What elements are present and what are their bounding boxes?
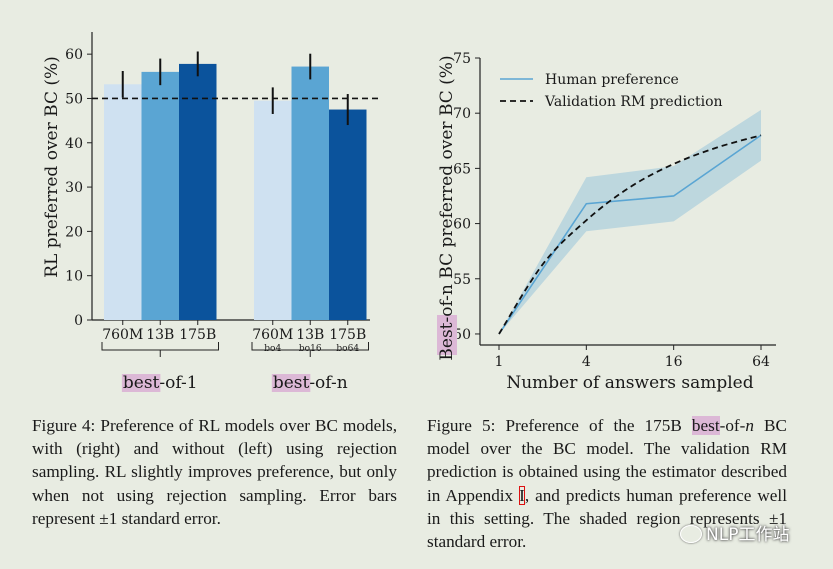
fig4-x-tick-label: 13B — [146, 327, 174, 343]
fig4-x-tick-sublabel: bo16 — [299, 344, 322, 354]
cap5-post: BC model over the BC model. The validati… — [427, 416, 787, 505]
fig4-bar — [104, 84, 142, 320]
fig5-legend: Human preference Validation RM prediction — [500, 72, 723, 110]
fig4-y-tick-label: 50 — [65, 91, 83, 107]
fig5-x-tick-label: 64 — [752, 354, 770, 370]
figure-4-caption: Figure 4: Preference of RL models over B… — [32, 416, 397, 528]
cap5-end: , and predicts human preference well in … — [427, 485, 787, 552]
fig4-y-tick-label: 60 — [65, 47, 83, 63]
fig4-y-tick-label: 10 — [65, 269, 83, 285]
watermark: NLP工作站 — [680, 520, 789, 545]
fig4-group-label-highlight: best — [273, 373, 310, 393]
fig5-y-tick-label: 50 — [453, 327, 471, 343]
fig4-x-tick-label: 760M — [102, 327, 143, 343]
fig4-bar — [291, 66, 329, 320]
fig4-x-tick-label: 175B — [179, 327, 216, 343]
fig4-y-tick-label: 20 — [65, 224, 83, 240]
fig4-x-tick-sublabel: bo4 — [264, 344, 281, 354]
fig5-series-human-preference — [498, 134, 762, 335]
fig5-series-validation-rm — [498, 134, 762, 335]
fig5-y-axis-label-rest: -of-n BC preferred over BC (%) — [437, 55, 457, 322]
fig4-group-label: best-of-1 — [123, 373, 198, 393]
fig5-x-axis-label: Number of answers sampled — [506, 373, 753, 393]
fig4-y-axis-label: RL preferred over BC (%) — [42, 56, 62, 278]
fig4-group-label-highlight: best — [123, 373, 160, 393]
fig4-y-tick-label: 30 — [65, 180, 83, 196]
cap5-mid: -of- — [719, 416, 746, 435]
fig5-y-axis-label: Best-of-n BC preferred over BC (%) — [437, 55, 457, 361]
fig5-confidence-band — [499, 109, 761, 334]
cap5-highlight: best — [691, 416, 720, 435]
fig4-x-tick-label: 13B — [296, 327, 324, 343]
figure-5-line-chart: 50 55 60 65 70 75 1 4 16 64 Human preference Valid… — [437, 51, 776, 393]
fig4-x-tick-sublabel: bo64 — [336, 344, 359, 354]
svg-text:Best-of-n BC preferred over BC: Best-of-n BC preferred over BC (%) — [437, 55, 457, 360]
fig5-x-tick-label: 16 — [665, 354, 683, 370]
cap5-n: n — [745, 416, 754, 435]
fig4-bar — [141, 71, 179, 320]
fig4-bar — [254, 100, 292, 320]
fig4-group-label-highlight-bg — [271, 374, 311, 392]
fig5-y-axis-label-highlight — [437, 315, 457, 355]
fig4-group-label-rest: -of-n — [309, 373, 347, 393]
fig4-group-label-rest: -of-1 — [159, 373, 197, 393]
fig4-group-label: best-of-n — [273, 373, 348, 393]
figure-5-caption: Figure 5: Preference of the 175B best-of… — [427, 414, 787, 553]
fig4-bar — [179, 63, 217, 320]
fig5-legend-label: Human preference — [545, 72, 679, 88]
wechat-icon — [680, 525, 702, 543]
fig5-y-tick-label: 65 — [453, 161, 471, 177]
fig4-group-bracket — [101, 342, 219, 351]
cap5-pre: Figure 5: Preference of the 175B — [427, 416, 692, 435]
fig4-y-tick-label: 40 — [65, 136, 83, 152]
fig5-y-tick-label: 55 — [453, 272, 471, 288]
fig4-x-tick-label: 760M — [252, 327, 293, 343]
fig5-legend-label: Validation RM prediction — [544, 94, 723, 110]
fig4-y-tick-label: 0 — [74, 313, 83, 329]
fig5-x-tick-label: 1 — [495, 354, 504, 370]
appendix-link[interactable]: I — [519, 485, 525, 505]
fig4-x-tick-label: 175B — [329, 327, 366, 343]
fig5-y-axis-label-highlight-text: Best — [437, 322, 457, 360]
fig5-y-tick-label: 70 — [453, 106, 471, 122]
fig5-y-tick-label: 75 — [453, 51, 471, 67]
fig5-x-tick-label: 4 — [582, 354, 591, 370]
fig4-bar — [329, 109, 367, 321]
watermark-text: NLP工作站 — [706, 525, 790, 545]
fig4-group-label-highlight-bg — [121, 374, 161, 392]
fig5-y-tick-label: 60 — [453, 217, 471, 233]
